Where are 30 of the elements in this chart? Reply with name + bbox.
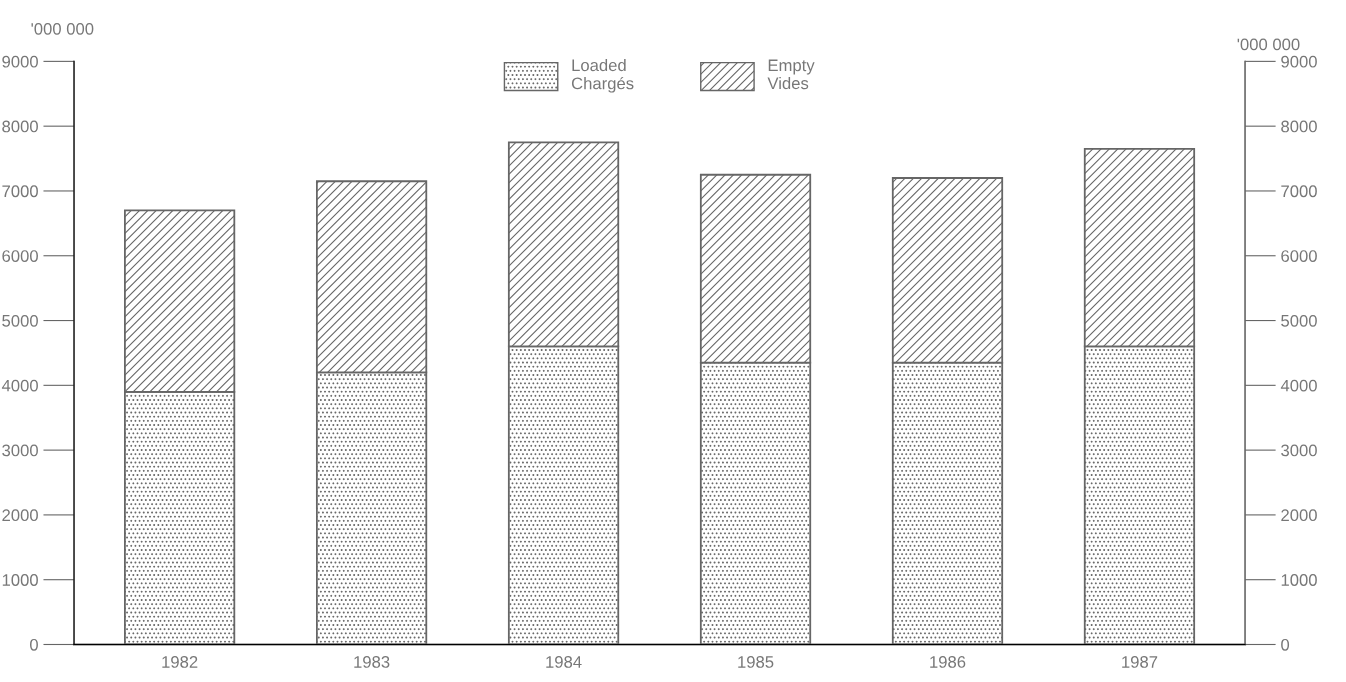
y-tick-label: 8000 <box>2 120 38 133</box>
y-tick-label: 4000 <box>1 379 38 392</box>
y2-tick-label: 0 <box>1281 638 1290 651</box>
y2-tick-label: 7000 <box>1281 185 1317 198</box>
y-axis-title: '000 000 <box>31 22 94 35</box>
y2-tick-label: 6000 <box>1281 250 1317 262</box>
x-tick-label: 1986 <box>930 656 966 668</box>
y2-tick-label: 3000 <box>1281 444 1317 457</box>
y2-tick-label: 2000 <box>1281 509 1317 522</box>
y2-tick-label: 5000 <box>1281 314 1317 327</box>
y2-tick-label: 8000 <box>1281 120 1317 133</box>
y-tick-label: 0 <box>30 638 38 651</box>
x-tick-label: 1983 <box>354 656 390 668</box>
y-tick-label: 6000 <box>2 250 38 262</box>
y2-tick-label: 4000 <box>1280 379 1317 392</box>
x-tick-label: 1982 <box>162 656 198 668</box>
x-tick-label: 1987 <box>1122 656 1158 668</box>
y-tick-label: 3000 <box>2 444 38 457</box>
y2-tick-label: 1000 <box>1281 574 1317 586</box>
legend-label: Empty Vides <box>767 59 815 90</box>
y-tick-label: 2000 <box>2 509 38 522</box>
y-tick-label: 5000 <box>2 314 38 327</box>
y-tick-label: 1000 <box>2 574 38 586</box>
x-tick-label: 1984 <box>546 656 582 668</box>
y-tick-label: 7000 <box>2 185 38 198</box>
x-tick-label: 1985 <box>738 656 774 668</box>
legend-label: Loaded Chargés <box>571 58 634 93</box>
y2-axis-title: '000 000 <box>1237 38 1300 51</box>
y2-tick-label: 9000 <box>1281 55 1317 68</box>
y-tick-label: 9000 <box>2 55 38 68</box>
